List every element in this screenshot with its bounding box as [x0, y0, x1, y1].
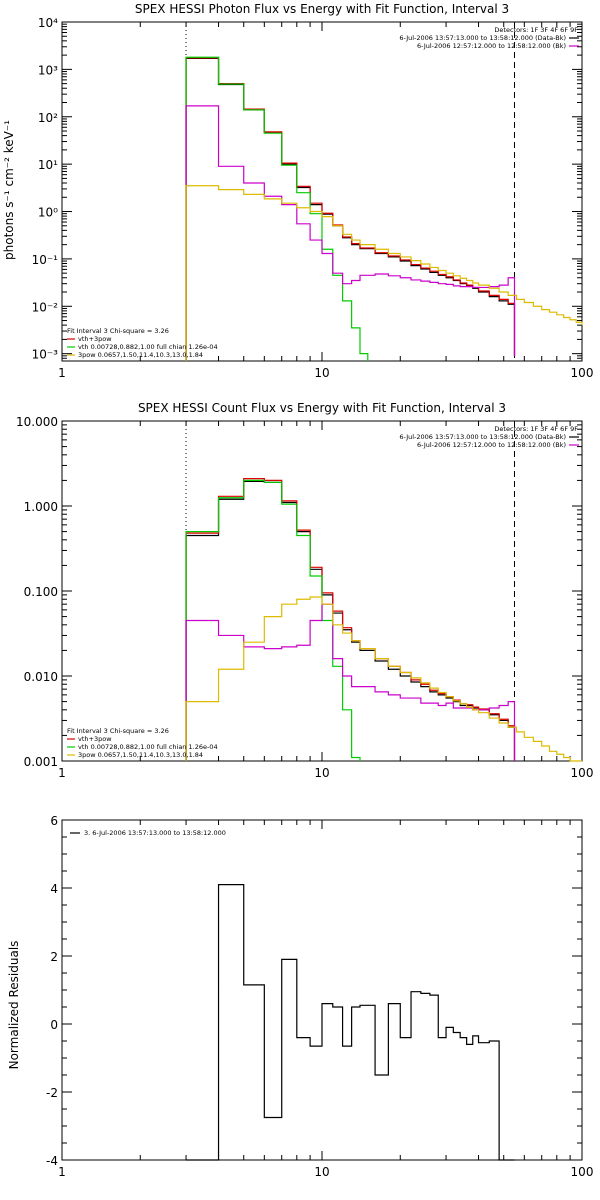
- count-legend-text: 6-Jul-2006 13:57:13.000 to 13:58:12.000 …: [399, 433, 566, 441]
- count-legend-text: Detectors: 1F 3F 4F 6F 9F: [494, 425, 578, 433]
- photon-plot-frame: [61, 21, 583, 362]
- photon-fit-legend-text: vth+3pow: [78, 335, 112, 343]
- count-series-1: [185, 478, 516, 761]
- photon-y-tick-label: 10⁻¹: [32, 253, 59, 267]
- count-y-tick-label: 10.000: [16, 415, 58, 429]
- photon-legend-text: 6-Jul-2006 12:57:12.000 to 12:58:12.000 …: [417, 42, 566, 50]
- count-fit-legend-text: Fit Interval 3 Chi-square = 3.26: [67, 727, 169, 735]
- resid-series-0: [186, 883, 515, 1161]
- photon-series-4: [185, 185, 583, 361]
- photon-flux-ylabel: photons s⁻¹ cm⁻² keV⁻¹: [2, 120, 16, 260]
- resid-y-tick-label: 4: [50, 882, 58, 896]
- photon-series-1: [185, 57, 516, 361]
- count-y-tick-label: 0.100: [24, 585, 58, 599]
- photon-x-tick-label: 1: [58, 366, 66, 380]
- count-fit-legend-text: vth+3pow: [78, 735, 112, 743]
- photon-series-3: [185, 105, 516, 361]
- photon-legend-text: Detectors: 1F 3F 4F 6F 9F: [494, 26, 578, 34]
- photon-y-tick-label: 10³: [38, 63, 58, 77]
- photon-y-tick-label: 10⁴: [38, 16, 58, 30]
- residuals-ylabel: Normalized Residuals: [7, 941, 21, 1070]
- photon-x-tick-label: 10: [314, 366, 329, 380]
- count-x-tick-label: 100: [571, 766, 594, 780]
- count-flux-title: SPEX HESSI Count Flux vs Energy with Fit…: [138, 401, 506, 415]
- residuals-panel: Normalized Residuals 1 10 100 -4 -2 0 2 4 6 3. 6-…: [7, 814, 593, 1179]
- count-legend-text: 6-Jul-2006 12:57:12.000 to 12:58:12.000 …: [417, 441, 566, 449]
- photon-y-tick-label: 10⁰: [38, 206, 58, 220]
- count-series-4: [185, 596, 582, 762]
- count-fit-legend-text: 3pow 0.0657,1.50,11.4,10.3,13.0,1.84: [78, 751, 203, 759]
- photon-fit-legend-text: vth 0.00728,0.882,1.00 full chian 1.26e-…: [78, 343, 218, 351]
- photon-y-tick-label: 10²: [38, 111, 58, 125]
- resid-y-tick-label: 0: [50, 1018, 58, 1032]
- resid-x-tick-label: 10: [314, 1165, 329, 1179]
- count-y-tick-label: 0.001: [24, 755, 58, 769]
- count-y-tick-label: 0.010: [24, 670, 58, 684]
- count-fit-legend-text: vth 0.00728,0.882,1.00 full chian 1.26e-…: [78, 743, 218, 751]
- resid-y-tick-label: -2: [46, 1086, 58, 1100]
- photon-flux-panel: SPEX HESSI Photon Flux vs Energy with Fi…: [2, 2, 593, 380]
- photon-fit-legend-text: 3pow 0.0657,1.50,11.4,10.3,13.0,1.84: [78, 351, 203, 359]
- photon-y-tick-label: 10⁻³: [32, 348, 59, 362]
- photon-y-tick-label: 10⁻²: [32, 300, 59, 314]
- count-series-0: [185, 480, 516, 761]
- resid-y-tick-label: 2: [50, 950, 58, 964]
- photon-x-tick-label: 100: [571, 366, 594, 380]
- photon-y-tick-label: 10¹: [38, 158, 58, 172]
- count-flux-panel: SPEX HESSI Count Flux vs Energy with Fit…: [16, 401, 593, 780]
- resid-plot-frame: [61, 819, 583, 1161]
- resid-x-tick-label: 100: [571, 1165, 594, 1179]
- photon-flux-title: SPEX HESSI Photon Flux vs Energy with Fi…: [135, 2, 509, 16]
- photon-series-2: [185, 56, 369, 361]
- photon-legend-text: 6-Jul-2006 13:57:13.000 to 13:58:12.000 …: [399, 34, 566, 42]
- count-x-tick-label: 1: [58, 766, 66, 780]
- resid-x-tick-label: 1: [58, 1165, 66, 1179]
- photon-series-0: [185, 57, 516, 361]
- count-series-2: [185, 479, 361, 761]
- count-y-tick-label: 1.000: [24, 500, 58, 514]
- resid-legend-text: 3. 6-Jul-2006 13:57:13.000 to 13:58:12.0…: [84, 829, 226, 837]
- photon-fit-legend-text: Fit Interval 3 Chi-square = 3.26: [67, 327, 169, 335]
- resid-y-tick-label: 6: [50, 814, 58, 828]
- count-x-tick-label: 10: [314, 766, 329, 780]
- resid-y-tick-label: -4: [46, 1154, 58, 1168]
